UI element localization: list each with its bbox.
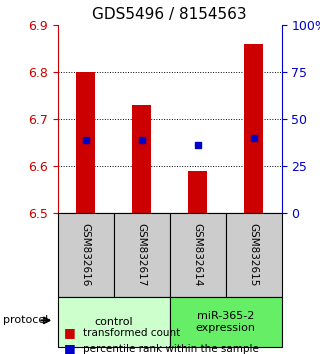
Text: miR-365-2
expression: miR-365-2 expression bbox=[196, 311, 256, 333]
FancyBboxPatch shape bbox=[170, 297, 282, 347]
FancyBboxPatch shape bbox=[58, 297, 170, 347]
Bar bbox=[76, 72, 95, 213]
Text: transformed count: transformed count bbox=[83, 328, 180, 338]
Text: protocol: protocol bbox=[3, 315, 48, 325]
FancyBboxPatch shape bbox=[226, 213, 282, 297]
Text: ■: ■ bbox=[64, 326, 76, 339]
Text: percentile rank within the sample: percentile rank within the sample bbox=[83, 344, 259, 354]
Title: GDS5496 / 8154563: GDS5496 / 8154563 bbox=[92, 7, 247, 22]
FancyBboxPatch shape bbox=[58, 213, 114, 297]
Text: GSM832616: GSM832616 bbox=[81, 223, 91, 287]
Bar bbox=[188, 171, 207, 213]
Text: ■: ■ bbox=[64, 342, 76, 354]
Text: control: control bbox=[94, 317, 133, 327]
Bar bbox=[132, 105, 151, 213]
Text: GSM832615: GSM832615 bbox=[249, 223, 259, 287]
Bar bbox=[244, 44, 263, 213]
Text: GSM832614: GSM832614 bbox=[193, 223, 203, 287]
Text: GSM832617: GSM832617 bbox=[137, 223, 147, 287]
FancyBboxPatch shape bbox=[170, 213, 226, 297]
FancyBboxPatch shape bbox=[114, 213, 170, 297]
